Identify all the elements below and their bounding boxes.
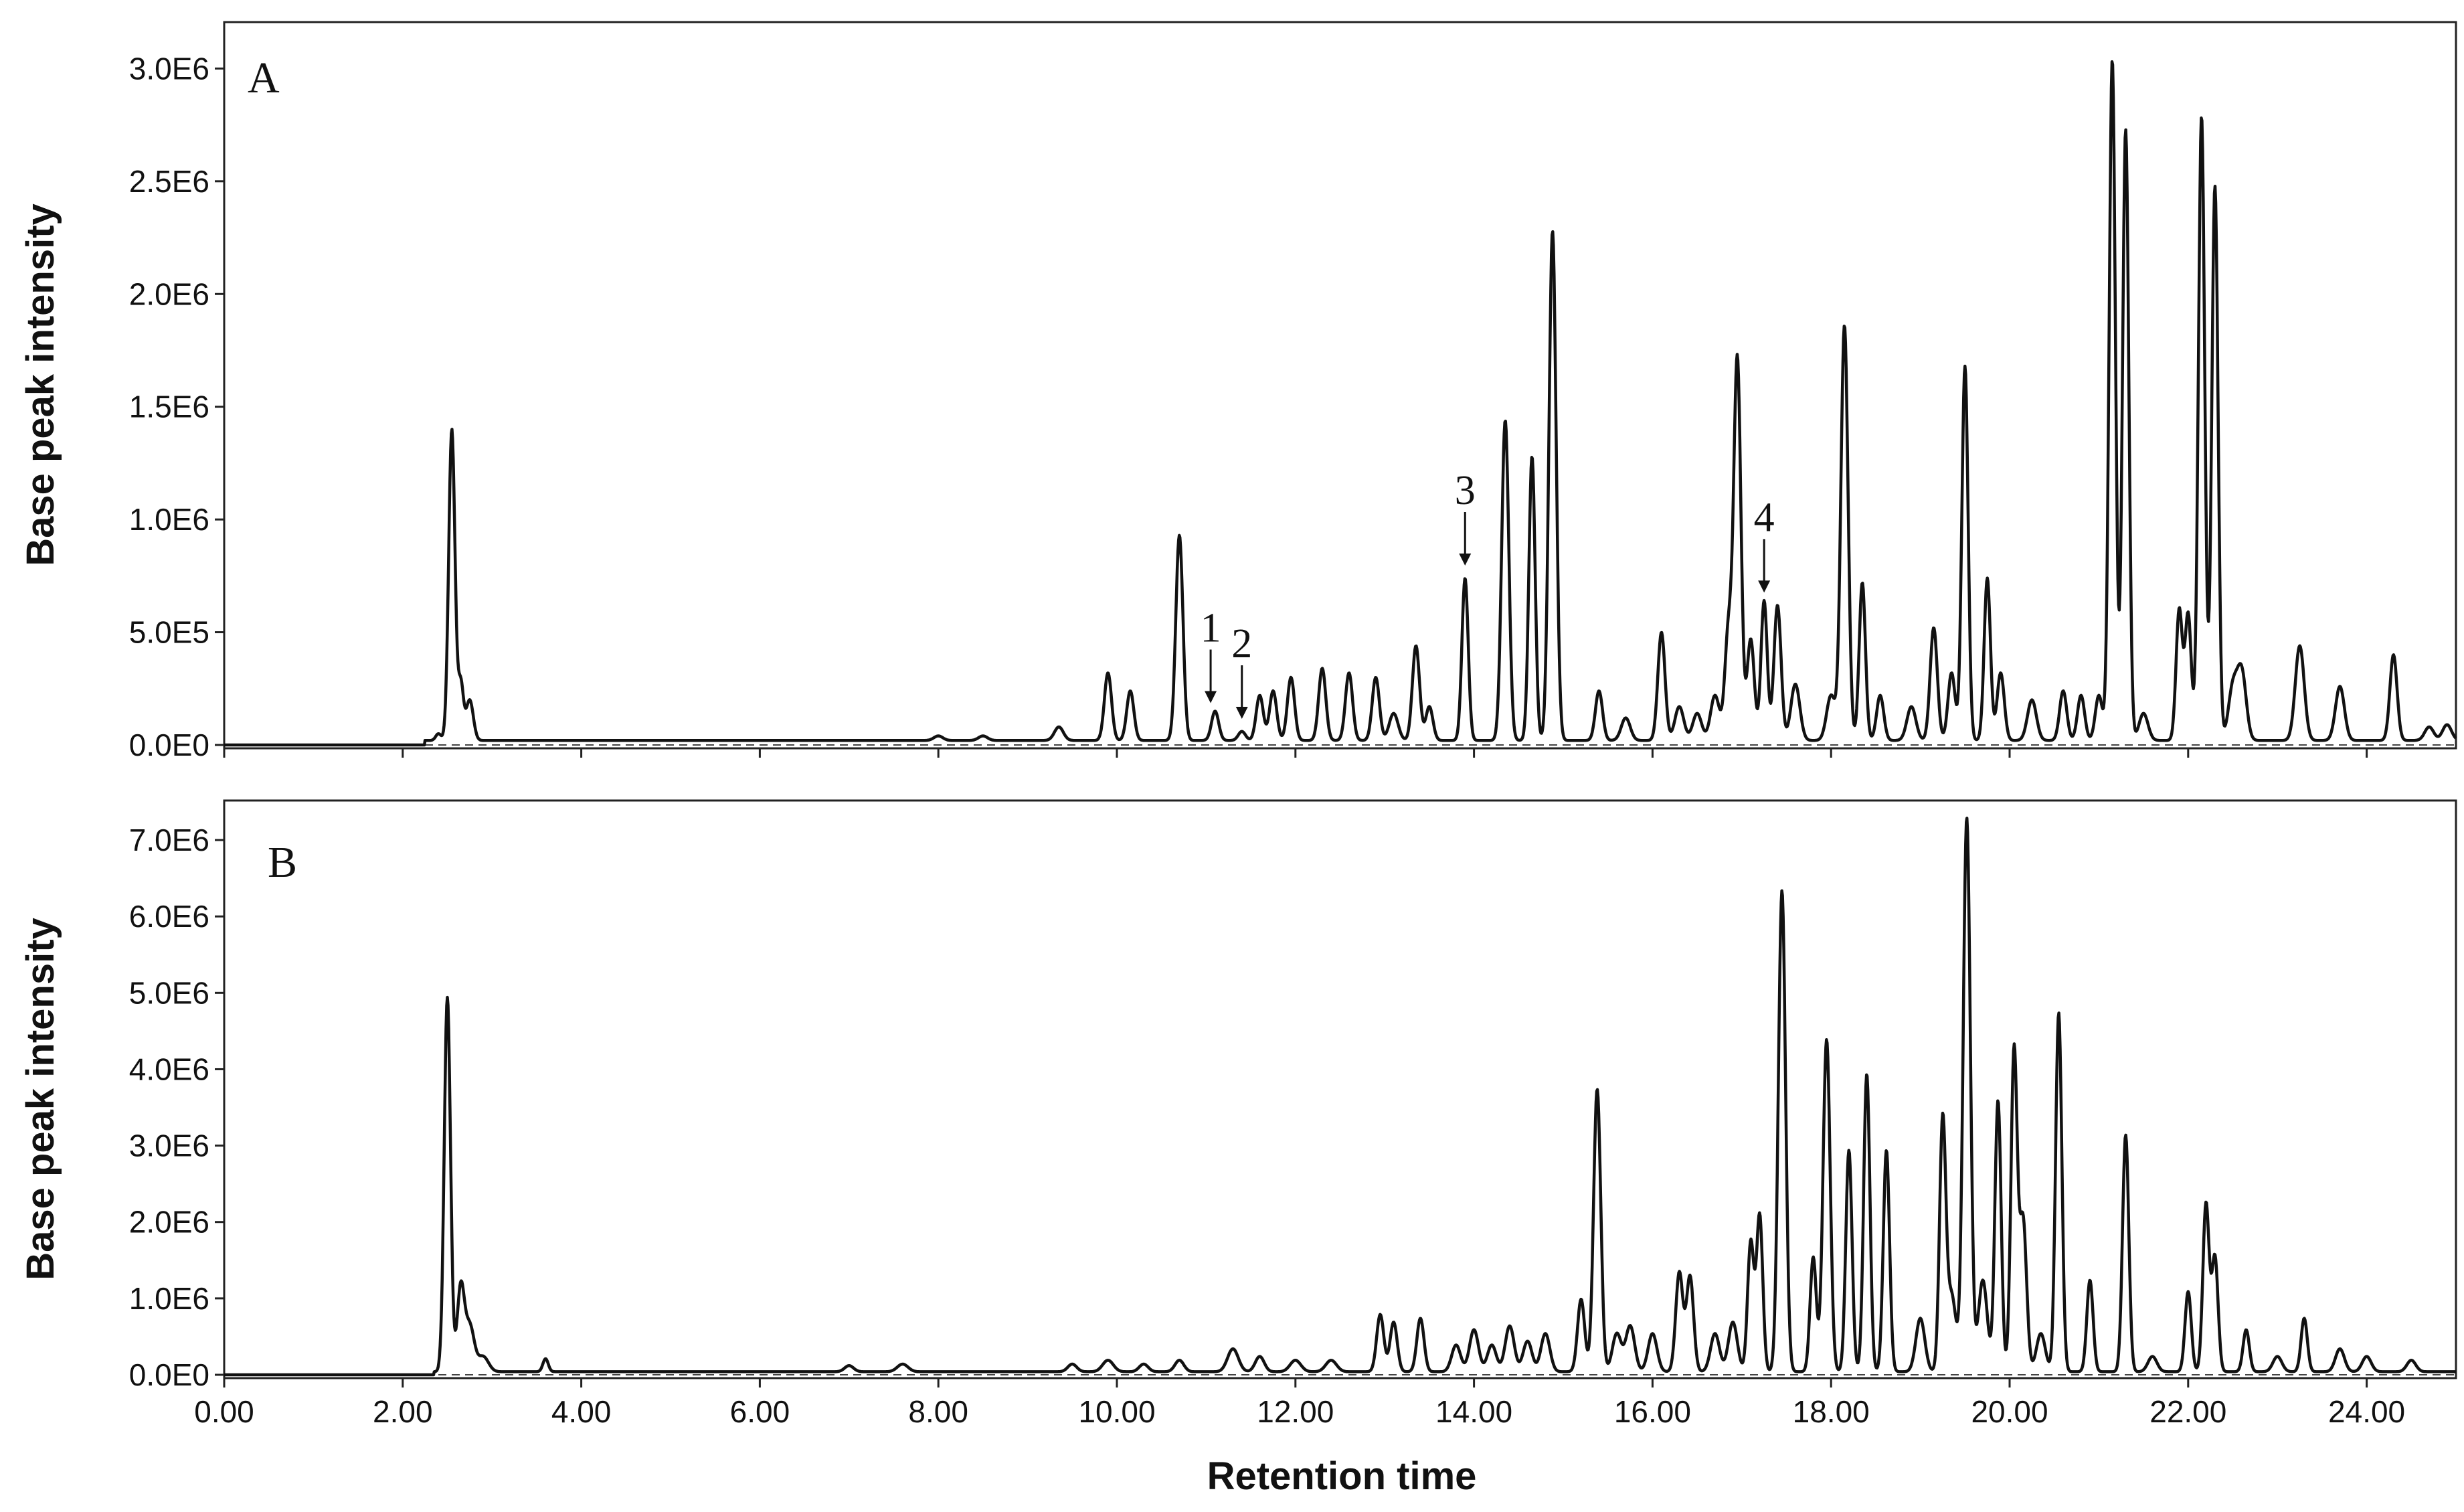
peak-2-label: 2 [1231,621,1252,667]
panel-b-y-tick-label: 6.0E6 [129,899,209,934]
x-axis-title: Retention time [1207,1454,1477,1498]
panel-b-y-tick-label: 2.0E6 [129,1205,209,1240]
peak-1-arrowhead [1205,691,1217,703]
panel-a-frame [223,21,2457,750]
panel-b-x-tick-label: 4.00 [551,1394,612,1429]
peak-2-arrowhead [1235,707,1248,720]
panel-b-x-tick-label: 6.00 [730,1394,790,1429]
panel-b-y-tick-label: 3.0E6 [129,1128,209,1163]
panel-b-signal-trace [223,817,2457,1377]
peak-1-label: 1 [1201,605,1221,651]
panel-a-y-tick-label: 2.5E6 [129,164,209,199]
panel-a-y-tick-label: 5.0E5 [129,615,209,650]
panel-b-y-tick-label: 1.0E6 [129,1281,209,1316]
panel-b-x-tick-label: 18.00 [1793,1394,1870,1429]
panel-b-x-tick-label: 24.00 [2328,1394,2405,1429]
panel-a-y-tick-label: 3.0E6 [129,51,209,86]
peak-4-arrowhead [1758,580,1771,593]
panel-b-label: B [268,838,297,887]
panel-b: 0.0E0 1.0E6 2.0E6 3.0E6 4.0E6 5.0E6 6.0E6 7.0E6… [129,799,2457,1429]
panel-b-x-tick-label: 16.00 [1614,1394,1691,1429]
panel-b-x-tick-label: 22.00 [2149,1394,2226,1429]
panel-b-x-tick-label: 8.00 [908,1394,968,1429]
panel-b-y-tick-label: 0.0E0 [129,1357,209,1392]
panel-a-y-axis-title: Base peak intensity [19,203,62,566]
panel-a: 0.0E0 5.0E5 1.0E6 1.5E6 2.0E6 2.5E6 3.0E6 1 2 3 4 [129,21,2457,762]
panel-a-y-tick-label: 1.5E6 [129,390,209,424]
panel-b-y-tick-label: 5.0E6 [129,975,209,1010]
panel-b-y-tick-label: 4.0E6 [129,1052,209,1086]
panel-a-y-tick-label: 1.0E6 [129,502,209,537]
panel-b-x-tick-label: 14.00 [1435,1394,1512,1429]
panel-b-x-tick-label: 10.00 [1078,1394,1155,1429]
panel-b-frame [223,799,2457,1379]
peak-3-arrowhead [1459,553,1472,566]
panel-a-label: A [248,54,280,102]
panel-b-x-tick-label: 2.00 [373,1394,433,1429]
panel-b-x-tick-label: 12.00 [1257,1394,1334,1429]
panel-a-y-tick-label: 0.0E0 [129,728,209,762]
panel-a-signal-trace [223,60,2457,747]
panel-b-y-axis-title: Base peak intensity [19,918,62,1280]
panel-b-x-tick-label: 0.00 [194,1394,254,1429]
panel-b-x-tick-label: 20.00 [1971,1394,2048,1429]
panel-b-y-tick-label: 7.0E6 [129,823,209,857]
panel-a-y-tick-label: 2.0E6 [129,276,209,311]
peak-3-label: 3 [1455,468,1476,513]
peak-4-label: 4 [1754,495,1775,540]
